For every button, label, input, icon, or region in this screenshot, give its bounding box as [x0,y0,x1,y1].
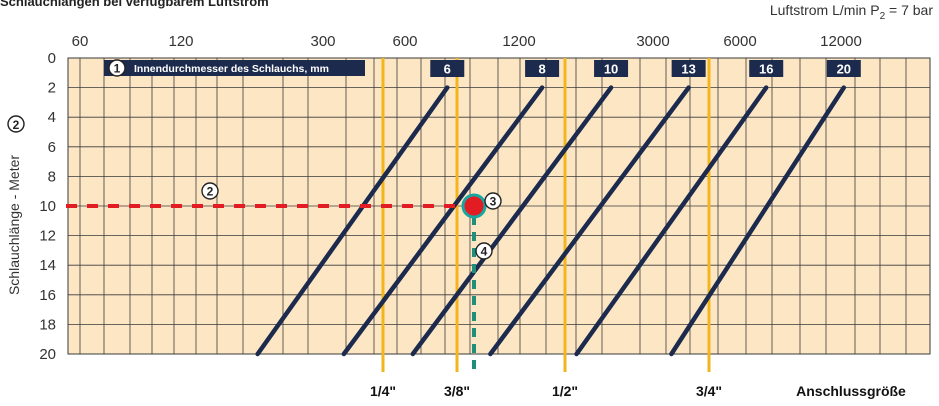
y-axis-badge-circle [7,115,25,133]
hose-series-line-8 [341,85,545,357]
hose-header-badge-number: 1 [114,62,121,76]
example-step-badge-number: 4 [481,245,488,259]
hose-label-6: 6 [444,62,451,77]
y-tick-label: 18 [39,316,56,333]
flow-axis-label: Luftstrom L/min P2 = 7 bar [770,2,933,22]
chart-top-title: Schlauchlängen bei verfügbarem Luftstrom [0,0,269,9]
hose-series-line-6 [255,85,450,357]
flow-axis-label-sub: 2 [879,10,886,22]
hose-header-box [104,60,365,76]
example-step-badge-circle [484,192,502,210]
hose-label-13: 13 [681,62,695,77]
hose-label-20: 20 [837,62,851,77]
hose-label-16: 16 [759,62,773,77]
example-step-badge-circle [201,182,219,200]
y-axis-title: Schlauchlänge - Meter [6,155,22,295]
flow-tick-label: 600 [392,33,417,50]
y-tick-label: 8 [48,168,56,185]
hose-series-line-16 [574,85,769,357]
hose-label-8: 8 [538,62,545,77]
connector-axis-label: Anschlussgröße [796,383,906,399]
flow-tick-label: 120 [168,33,193,50]
y-tick-label: 20 [39,346,56,363]
y-tick-label: 0 [48,50,56,67]
example-step-badge-number: 3 [490,195,497,209]
y-tick-label: 16 [39,287,56,304]
hose-label-box-13 [671,60,706,77]
hose-label-box-16 [749,60,784,77]
hose-label-box-8 [525,60,560,77]
hose-label-box-20 [826,60,861,77]
connector-size-label: 1/2" [552,383,578,399]
y-tick-label: 4 [48,109,56,126]
flow-tick-label: 12000 [820,33,862,50]
y-tick-label: 6 [48,139,56,156]
flow-axis-label-suffix: = 7 bar [885,2,933,18]
example-intersection-dot [461,193,487,219]
flow-tick-label: 3000 [636,33,669,50]
hose-header-badge-circle [108,59,126,77]
flow-axis-label-prefix: Luftstrom L/min P [769,2,880,18]
example-step-badge-number: 2 [207,185,214,199]
connector-size-label: 3/4" [696,383,722,399]
hose-label-box-6 [430,60,465,77]
y-tick-label: 12 [39,228,56,245]
hose-series-line-10 [410,85,614,357]
flow-tick-label: 300 [310,33,335,50]
hose-label-box-10 [594,60,629,77]
flow-tick-label: 6000 [723,33,756,50]
example-step-badge-circle [475,242,493,260]
flow-tick-label: 60 [72,33,89,50]
connector-size-label: 1/4" [370,383,396,399]
y-axis-badge-number: 2 [13,118,20,132]
hose-label-10: 10 [604,62,618,77]
hose-header-text: Innendurchmesser des Schlauchs, mm [134,63,329,75]
connector-size-label: 3/8" [444,383,470,399]
y-tick-label: 2 [48,80,56,97]
y-tick-label: 14 [39,257,56,274]
hose-series-line-20 [669,85,847,357]
flow-tick-label: 1200 [502,33,535,50]
y-tick-label: 10 [39,198,56,215]
hose-series-line-13 [488,85,691,357]
